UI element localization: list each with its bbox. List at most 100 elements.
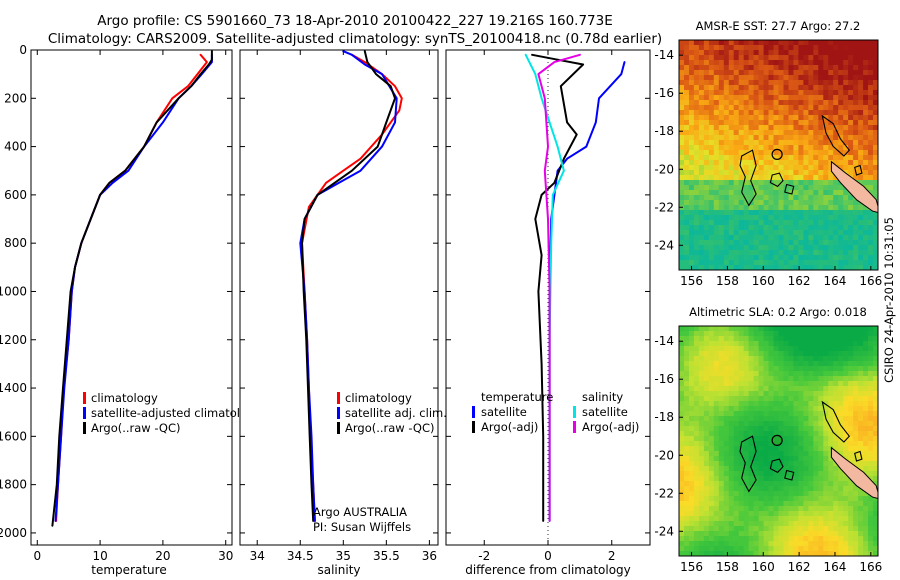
sla-map-cell bbox=[858, 421, 864, 427]
sst-map-cell bbox=[783, 75, 790, 81]
sst-coastlines bbox=[739, 114, 878, 214]
sst-map-cell bbox=[858, 260, 864, 266]
sla-map-cell bbox=[698, 361, 705, 367]
sla-map-cell bbox=[838, 541, 844, 547]
sst-map-cell bbox=[753, 135, 760, 141]
sla-map-cell bbox=[778, 416, 785, 422]
sla-map-cell bbox=[693, 436, 700, 442]
sst-map-cell bbox=[818, 145, 824, 151]
sst-map-frame bbox=[678, 39, 879, 271]
sst-map-cell bbox=[828, 115, 834, 121]
sla-map-cell bbox=[813, 381, 819, 387]
sla-map-cell bbox=[858, 416, 864, 422]
sst-map-cell bbox=[818, 50, 824, 56]
sla-map-cell bbox=[748, 326, 755, 332]
sla-map-cell bbox=[858, 376, 864, 382]
sst-map-cell bbox=[693, 145, 700, 151]
sst-map-cell bbox=[689, 165, 695, 171]
sla-map-cell bbox=[684, 501, 690, 507]
sla-map-cell bbox=[798, 451, 804, 457]
sla-map-cell bbox=[798, 371, 804, 377]
sla-map-cell bbox=[788, 466, 795, 472]
sla-map-cell bbox=[738, 351, 745, 357]
sst-map-cell bbox=[763, 135, 770, 141]
sla-map-cell bbox=[868, 361, 874, 367]
legend-temp-argo-label: Argo(-adj) bbox=[481, 420, 538, 434]
sst-map-cell bbox=[838, 225, 844, 231]
sst-map-cell bbox=[823, 230, 829, 236]
sla-map-cell bbox=[808, 341, 814, 347]
sst-map-cell bbox=[793, 235, 799, 241]
sla-map-cell bbox=[848, 356, 854, 362]
sst-map-cell bbox=[868, 135, 874, 141]
sst-map-cell bbox=[833, 205, 839, 211]
sla-map-cell bbox=[808, 551, 814, 556]
sla-map-cell bbox=[708, 531, 715, 537]
sst-map-cell bbox=[813, 40, 819, 46]
sla-map-cell bbox=[684, 341, 690, 347]
sst-map-cell bbox=[728, 85, 735, 91]
sst-map-cell bbox=[848, 95, 854, 101]
sst-map-cell bbox=[788, 200, 795, 206]
sla-map-cell bbox=[693, 486, 700, 492]
sst-map-cell bbox=[723, 255, 730, 261]
sst-map-cell bbox=[728, 230, 735, 236]
sla-map-cell bbox=[823, 426, 829, 432]
sla-map-cell bbox=[753, 336, 760, 342]
sst-map-cell bbox=[753, 165, 760, 171]
sla-map-cell bbox=[773, 411, 780, 417]
sst-map-xtick-label: 166 bbox=[859, 274, 882, 288]
sst-map-cell bbox=[863, 140, 869, 146]
sst-map-cell bbox=[803, 260, 809, 266]
sst-map-cell bbox=[718, 205, 725, 211]
sst-map-cell bbox=[843, 250, 849, 256]
sla-map-cell bbox=[689, 496, 695, 502]
sla-map-cell bbox=[713, 366, 720, 372]
sst-map-cell bbox=[853, 90, 859, 96]
sla-map-cell bbox=[798, 411, 804, 417]
sla-map-cell bbox=[863, 426, 869, 432]
sst-map-cell bbox=[753, 115, 760, 121]
sla-map-cell bbox=[803, 531, 809, 537]
sst-map-cell bbox=[748, 160, 755, 166]
sla-map-cell bbox=[713, 396, 720, 402]
sst-map-cell bbox=[723, 140, 730, 146]
sst-map-cell bbox=[768, 195, 775, 201]
sla-map-cell bbox=[753, 346, 760, 352]
sla-map-cell bbox=[748, 411, 755, 417]
sst-map-cell bbox=[758, 130, 765, 136]
sla-map-cell bbox=[738, 536, 745, 542]
sla-map-cell bbox=[798, 426, 804, 432]
sst-map-cell bbox=[753, 50, 760, 56]
sst-map-cell bbox=[798, 110, 804, 116]
sla-map-cell bbox=[813, 406, 819, 412]
sst-map-cell bbox=[823, 105, 829, 111]
sla-map-cell bbox=[703, 511, 710, 517]
sla-map-cell bbox=[693, 446, 700, 452]
sst-map-cell bbox=[803, 55, 809, 61]
sla-map-cell bbox=[803, 551, 809, 556]
sst-map-cell bbox=[833, 225, 839, 231]
sla-map-cell bbox=[708, 466, 715, 472]
sla-map-cell bbox=[748, 446, 755, 452]
sla-map-cell bbox=[783, 446, 790, 452]
sst-map-cell bbox=[818, 170, 824, 176]
sst-map-cell bbox=[823, 250, 829, 256]
sla-map-cell bbox=[763, 451, 770, 457]
sla-map-cell bbox=[863, 406, 869, 412]
sst-map-cell bbox=[689, 215, 695, 221]
sst-map-cell bbox=[723, 90, 730, 96]
sst-map-cell bbox=[818, 230, 824, 236]
sst-map-cell bbox=[718, 50, 725, 56]
sst-map-cell bbox=[853, 215, 859, 221]
temperature-xtick-label: 20 bbox=[155, 549, 170, 563]
sla-map-cell bbox=[863, 431, 869, 437]
sst-map-cell bbox=[693, 75, 700, 81]
sla-map-cell bbox=[743, 496, 750, 502]
sst-map-cell bbox=[708, 60, 715, 66]
sst-map-cell bbox=[758, 80, 765, 86]
sla-map-cell bbox=[763, 501, 770, 507]
sst-map-cell bbox=[868, 40, 874, 46]
sst-map-cell bbox=[718, 135, 725, 141]
sla-map-cell bbox=[689, 401, 695, 407]
